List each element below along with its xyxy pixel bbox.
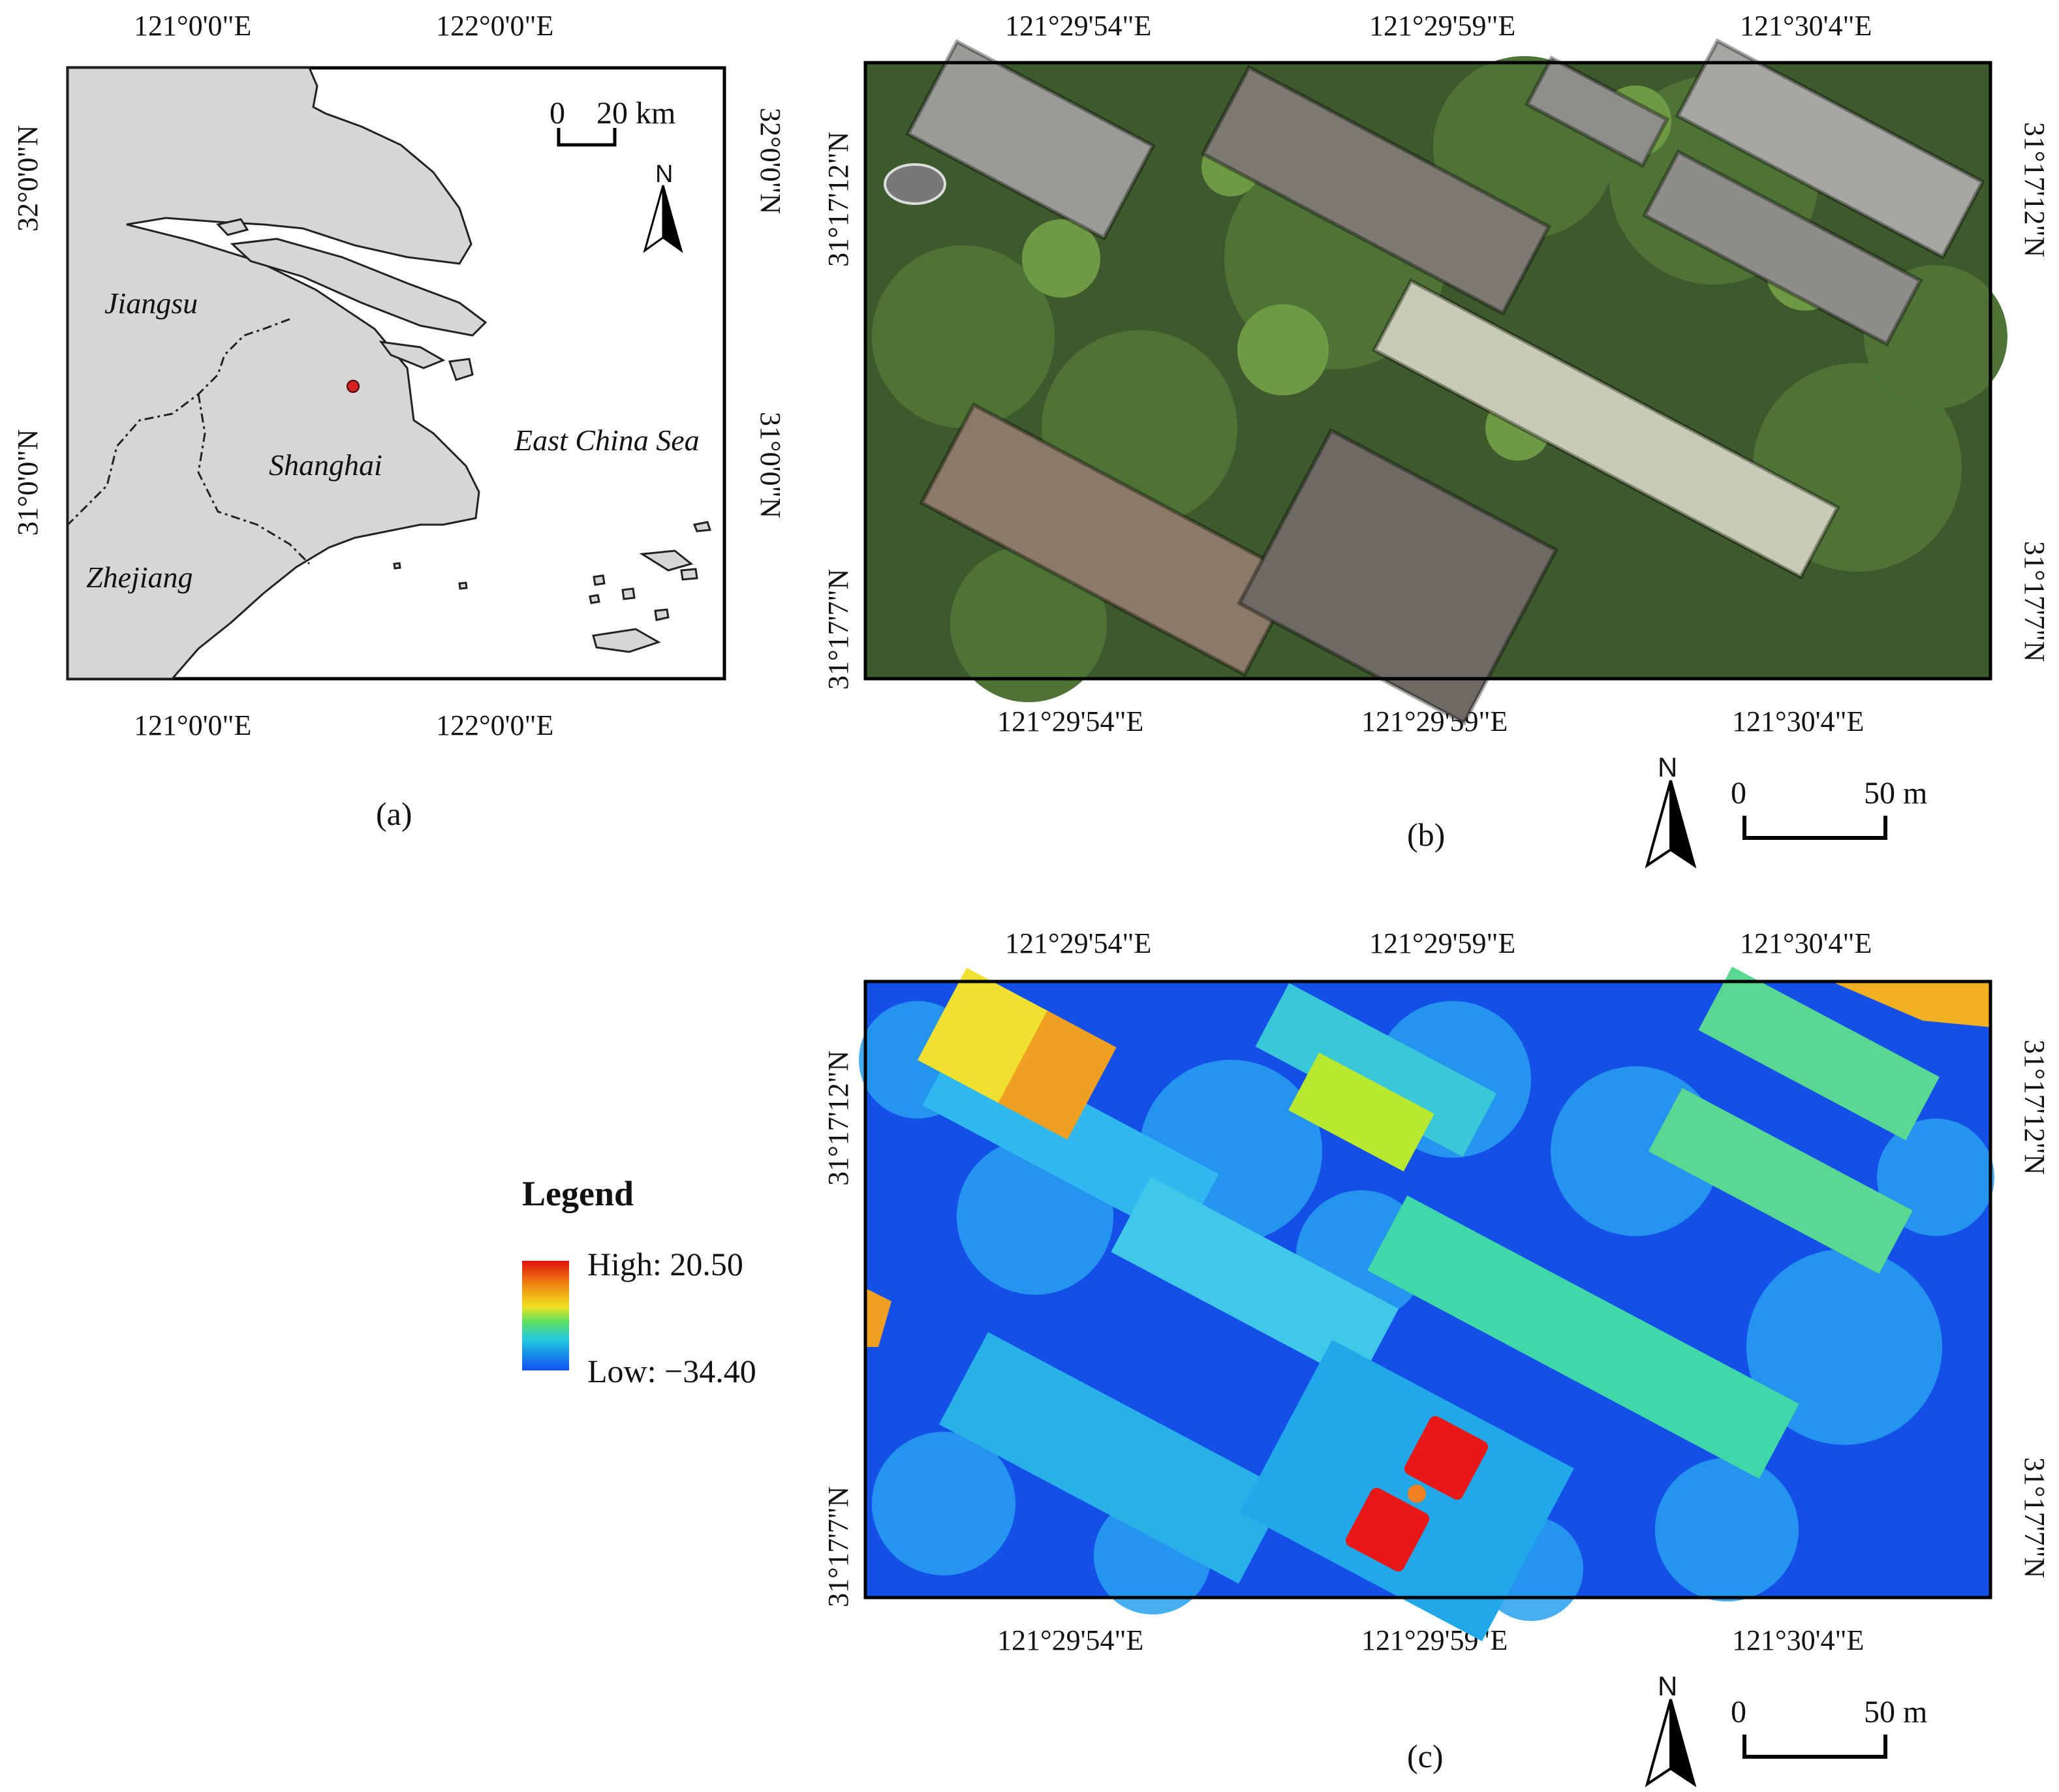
aerial-image-b	[863, 38, 2007, 726]
bottom-tick-a-1: 121°0'0"E	[134, 709, 252, 741]
study-site-marker	[347, 380, 360, 393]
tall-building-yellow	[918, 967, 1117, 1140]
province-boundary-2	[197, 394, 311, 565]
scale-bar-a	[557, 128, 617, 147]
panel-a-label: (a)	[376, 796, 412, 832]
scale-a-start: 0	[550, 96, 565, 131]
north-arrow-a-icon	[643, 185, 683, 253]
bottom-tick-a-2: 122°0'0"E	[436, 709, 554, 741]
scale-b-end: 50 m	[1864, 776, 1928, 811]
scale-a-end: 20 km	[596, 96, 676, 131]
right-tick-b-2: 31°17'7"N	[2019, 541, 2051, 662]
height-map-c	[859, 966, 1994, 1642]
legend-low: Low: −34.40	[587, 1353, 756, 1389]
left-tick-a-2: 31°0'0"N	[12, 429, 44, 536]
map-a-svg	[66, 66, 726, 681]
place-east-china-sea: East China Sea	[514, 424, 700, 457]
place-shanghai: Shanghai	[269, 448, 382, 482]
mainland	[67, 67, 480, 680]
scale-c-start: 0	[1731, 1695, 1746, 1729]
north-arrow-b-icon	[1645, 780, 1697, 869]
right-tick-a-2: 31°0'0"N	[754, 412, 786, 519]
north-label-c: N	[1658, 1671, 1678, 1701]
right-tick-c-2: 31°17'7"N	[2019, 1457, 2051, 1579]
top-tick-a-1: 121°0'0"E	[134, 10, 252, 42]
legend-title: Legend	[522, 1174, 634, 1213]
place-zhejiang: Zhejiang	[86, 561, 193, 594]
tall-building-corner	[1831, 981, 1990, 1027]
bottom-tick-b-1: 121°29'54"E	[997, 705, 1144, 737]
top-tick-b-1: 121°29'54"E	[1005, 10, 1152, 42]
top-tick-b-3: 121°30'4"E	[1740, 10, 1872, 42]
island-small-1	[216, 218, 249, 236]
legend-color-ramp	[522, 1261, 569, 1370]
left-tick-b-1: 31°17'12"N	[822, 131, 854, 267]
bottom-tick-c-1: 121°29'54"E	[997, 1624, 1144, 1656]
left-tick-a-1: 32°0'0"N	[12, 125, 44, 232]
left-tick-b-2: 31°17'7"N	[822, 568, 854, 690]
top-tick-a-2: 122°0'0"E	[436, 10, 554, 42]
bottom-tick-b-2: 121°29'59"E	[1361, 705, 1508, 737]
bottom-tick-b-3: 121°30'4"E	[1732, 705, 1865, 737]
round-structure	[884, 163, 946, 205]
scale-b-start: 0	[1731, 776, 1746, 811]
left-tick-c-1: 31°17'12"N	[822, 1050, 854, 1186]
offshore-islands	[393, 521, 712, 653]
left-tick-c-2: 31°17'7"N	[822, 1486, 854, 1607]
top-tick-c-3: 121°30'4"E	[1740, 927, 1872, 959]
top-tick-c-2: 121°29'59"E	[1369, 927, 1516, 959]
panel-c-label: (c)	[1407, 1738, 1444, 1774]
place-jiangsu: Jiangsu	[104, 286, 198, 320]
island-small-3	[448, 358, 474, 381]
right-tick-a-1: 32°0'0"N	[754, 108, 786, 215]
tallest-building-red	[1345, 1415, 1489, 1572]
top-tick-b-2: 121°29'59"E	[1369, 10, 1516, 42]
top-tick-c-1: 121°29'54"E	[1005, 927, 1152, 959]
right-tick-b-1: 31°17'12"N	[2019, 122, 2051, 258]
island-small-2	[379, 341, 446, 369]
panel-b-label: (b)	[1407, 816, 1446, 853]
scale-bar-c	[1742, 1735, 1887, 1759]
scale-c-end: 50 m	[1864, 1695, 1928, 1729]
north-label-a: N	[655, 161, 673, 188]
north-label-b: N	[1658, 752, 1678, 782]
scale-bar-b	[1742, 816, 1887, 840]
right-tick-c-1: 31°17'12"N	[2019, 1040, 2051, 1175]
legend-high: High: 20.50	[587, 1246, 743, 1282]
north-arrow-c-icon	[1645, 1699, 1697, 1787]
chongming-island	[230, 238, 488, 337]
bottom-tick-c-3: 121°30'4"E	[1732, 1624, 1865, 1656]
